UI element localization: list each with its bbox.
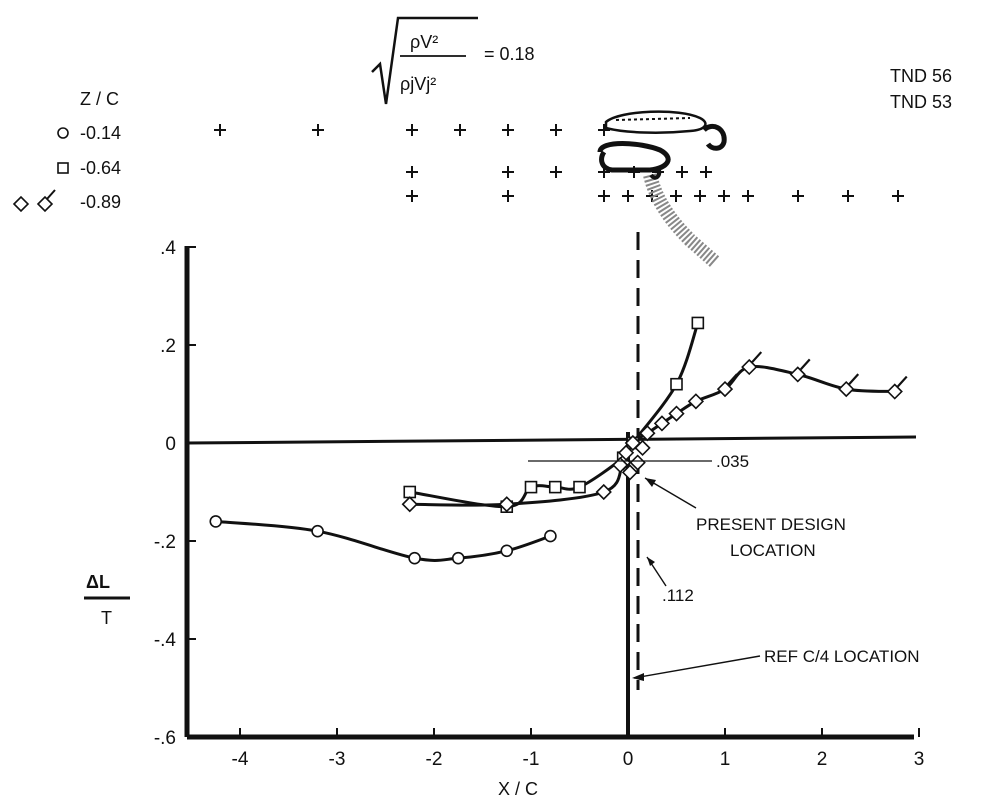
y-tick-label: -.2	[154, 532, 176, 553]
x-tick-label: 2	[817, 749, 828, 770]
series-3-point	[716, 380, 734, 398]
x-tick-label: -3	[329, 749, 346, 770]
x-tick-label: -2	[426, 749, 443, 770]
legend-label-3: -0.89	[80, 192, 121, 212]
y-ticks: .4 .2 0 -.2 -.4 -.6	[154, 238, 196, 749]
y-tick-label: 0	[165, 434, 176, 455]
series-3-point	[741, 358, 758, 376]
legend-flagged-diamond-marker	[36, 189, 56, 213]
cluster-point	[617, 444, 635, 461]
cluster-point	[634, 439, 651, 457]
zero-line	[186, 435, 917, 445]
series-3-point	[595, 483, 612, 501]
series-3-point	[838, 380, 855, 398]
series-line-1	[215, 519, 551, 562]
legend-diamond-marker	[12, 195, 30, 213]
y-tick-label: -.4	[154, 630, 177, 651]
x-tick-label: 1	[720, 749, 731, 770]
series-3-point	[668, 405, 685, 422]
series-1-point	[209, 515, 223, 528]
annotation-ref-c4: REF C/4 LOCATION	[764, 647, 920, 666]
x-tick-label: 3	[914, 749, 925, 770]
annotation-035: .035	[716, 452, 749, 471]
annotation-location: LOCATION	[730, 541, 816, 560]
x-tick-label: -1	[523, 749, 540, 770]
series-3-point	[639, 425, 656, 442]
annotation-present-design: PRESENT DESIGN	[696, 515, 846, 534]
series-3-point	[789, 366, 806, 383]
y-axis-label: ΔL T	[84, 572, 130, 628]
y-axis-label-denominator: T	[101, 608, 112, 628]
series-3-point	[653, 415, 671, 432]
series-3-point	[401, 496, 418, 513]
series-2-point	[548, 480, 562, 494]
y-axis-label-numerator: ΔL	[86, 572, 110, 592]
legend-square-marker	[57, 162, 69, 174]
corner-ref-1: TND 56	[890, 66, 952, 86]
series-3-flag	[848, 373, 860, 385]
series-2-point	[573, 480, 586, 494]
formula: ρV² ρjVj² = 0.18	[371, 16, 535, 105]
series-2-point	[524, 480, 538, 494]
series-3-flag	[751, 351, 763, 363]
cluster-point	[629, 454, 646, 471]
annotation-112: .112	[662, 586, 694, 605]
survey-points	[214, 124, 904, 202]
legend-header: Z / C	[80, 89, 119, 109]
series-layer	[209, 316, 908, 565]
series-3-flag	[727, 373, 738, 385]
x-axis-label: X / C	[498, 779, 538, 799]
legend-label-1: -0.14	[80, 123, 121, 143]
formula-value: = 0.18	[484, 44, 535, 64]
airfoil-sketch	[597, 110, 727, 268]
series-1-point	[408, 551, 421, 565]
series-1-point	[544, 529, 557, 543]
legend-label-2: -0.64	[80, 158, 121, 178]
series-3-point	[687, 393, 705, 410]
x-tick-label: -4	[232, 749, 249, 770]
ref-c4-leader	[633, 655, 761, 679]
series-1-point	[311, 524, 324, 538]
series-2-point	[670, 377, 683, 391]
y-tick-label: .4	[160, 238, 176, 259]
series-2-point	[691, 316, 705, 330]
formula-numerator: ρV²	[410, 32, 438, 52]
annotations: .035 PRESENT DESIGN LOCATION .112 REF C/…	[528, 452, 920, 681]
x-tick-label: 0	[623, 749, 634, 770]
y-tick-label: -.6	[154, 728, 176, 749]
series-3-flag	[896, 375, 908, 388]
series-3-point	[886, 383, 903, 400]
series-3-point	[498, 496, 515, 513]
x-ticks: -4 -3 -2 -1 0 1 2 3	[232, 728, 925, 770]
corner-ref-2: TND 53	[890, 92, 952, 112]
legend-circle-marker	[57, 127, 69, 139]
y-tick-label: .2	[160, 336, 176, 357]
cluster-point	[621, 464, 639, 481]
series-1-point	[451, 551, 465, 565]
series-2-point	[403, 485, 417, 499]
series-line-2	[409, 322, 700, 509]
formula-denominator: ρjVj²	[400, 74, 436, 94]
legend: Z / C -0.14 -0.64 -0.89	[12, 89, 121, 213]
series-3-flag	[799, 358, 811, 371]
series-1-point	[500, 544, 514, 558]
